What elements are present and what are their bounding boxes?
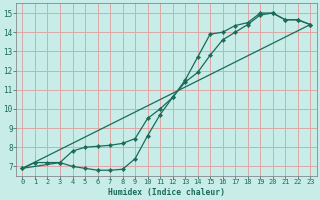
X-axis label: Humidex (Indice chaleur): Humidex (Indice chaleur) (108, 188, 225, 197)
